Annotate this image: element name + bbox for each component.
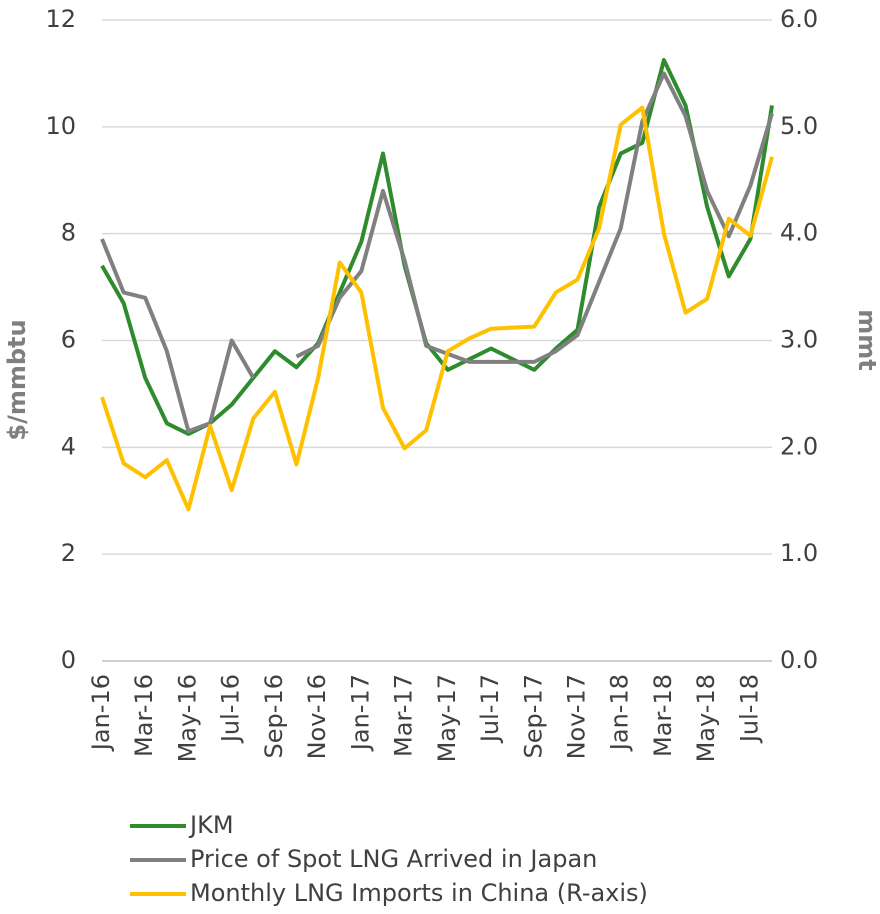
y-axis-title: $/mmbtu xyxy=(3,319,31,440)
x-tick-label: Jul-16 xyxy=(217,674,245,744)
y2-tick-label: 3.0 xyxy=(780,326,818,354)
y2-axis-title: mmt xyxy=(853,309,880,371)
x-tick-label: Mar-16 xyxy=(130,674,158,757)
x-tick-label: Jan-18 xyxy=(606,674,634,752)
y-tick-label: 8 xyxy=(61,219,76,247)
y-tick-label: 10 xyxy=(45,112,76,140)
y2-tick-label: 6.0 xyxy=(780,5,818,33)
y-tick-label: 12 xyxy=(45,5,76,33)
series-line xyxy=(100,58,774,436)
y2-tick-label: 4.0 xyxy=(780,219,818,247)
x-tick-label: Nov-16 xyxy=(303,674,331,759)
x-tick-label: Mar-18 xyxy=(649,674,677,757)
y2-tick-label: 1.0 xyxy=(780,539,818,567)
legend-label: Monthly LNG Imports in China (R-axis) xyxy=(190,879,648,907)
y2-tick-label: 2.0 xyxy=(780,432,818,460)
legend-label: Price of Spot LNG Arrived in Japan xyxy=(190,845,597,873)
legend-label: JKM xyxy=(188,811,234,839)
series-line xyxy=(100,71,774,434)
x-tick-label: May-17 xyxy=(433,674,461,762)
x-tick-label: Sep-16 xyxy=(260,674,288,758)
x-tick-label: Mar-17 xyxy=(390,674,418,757)
y-tick-label: 0 xyxy=(61,646,76,674)
x-tick-label: Jul-18 xyxy=(735,674,763,744)
y-tick-label: 2 xyxy=(61,539,76,567)
x-tick-label: May-18 xyxy=(692,674,720,762)
x-tick-label: Nov-17 xyxy=(562,674,590,759)
y-tick-label: 4 xyxy=(61,432,76,460)
series-line xyxy=(100,105,774,512)
y-tick-label: 6 xyxy=(61,326,76,354)
x-tick-label: Jan-16 xyxy=(87,674,115,752)
x-tick-label: May-16 xyxy=(173,674,201,762)
x-tick-label: Jan-17 xyxy=(346,674,374,752)
x-tick-label: Jul-17 xyxy=(476,674,504,744)
y2-tick-label: 5.0 xyxy=(780,112,818,140)
x-tick-label: Sep-17 xyxy=(519,674,547,758)
y2-tick-label: 0.0 xyxy=(780,646,818,674)
